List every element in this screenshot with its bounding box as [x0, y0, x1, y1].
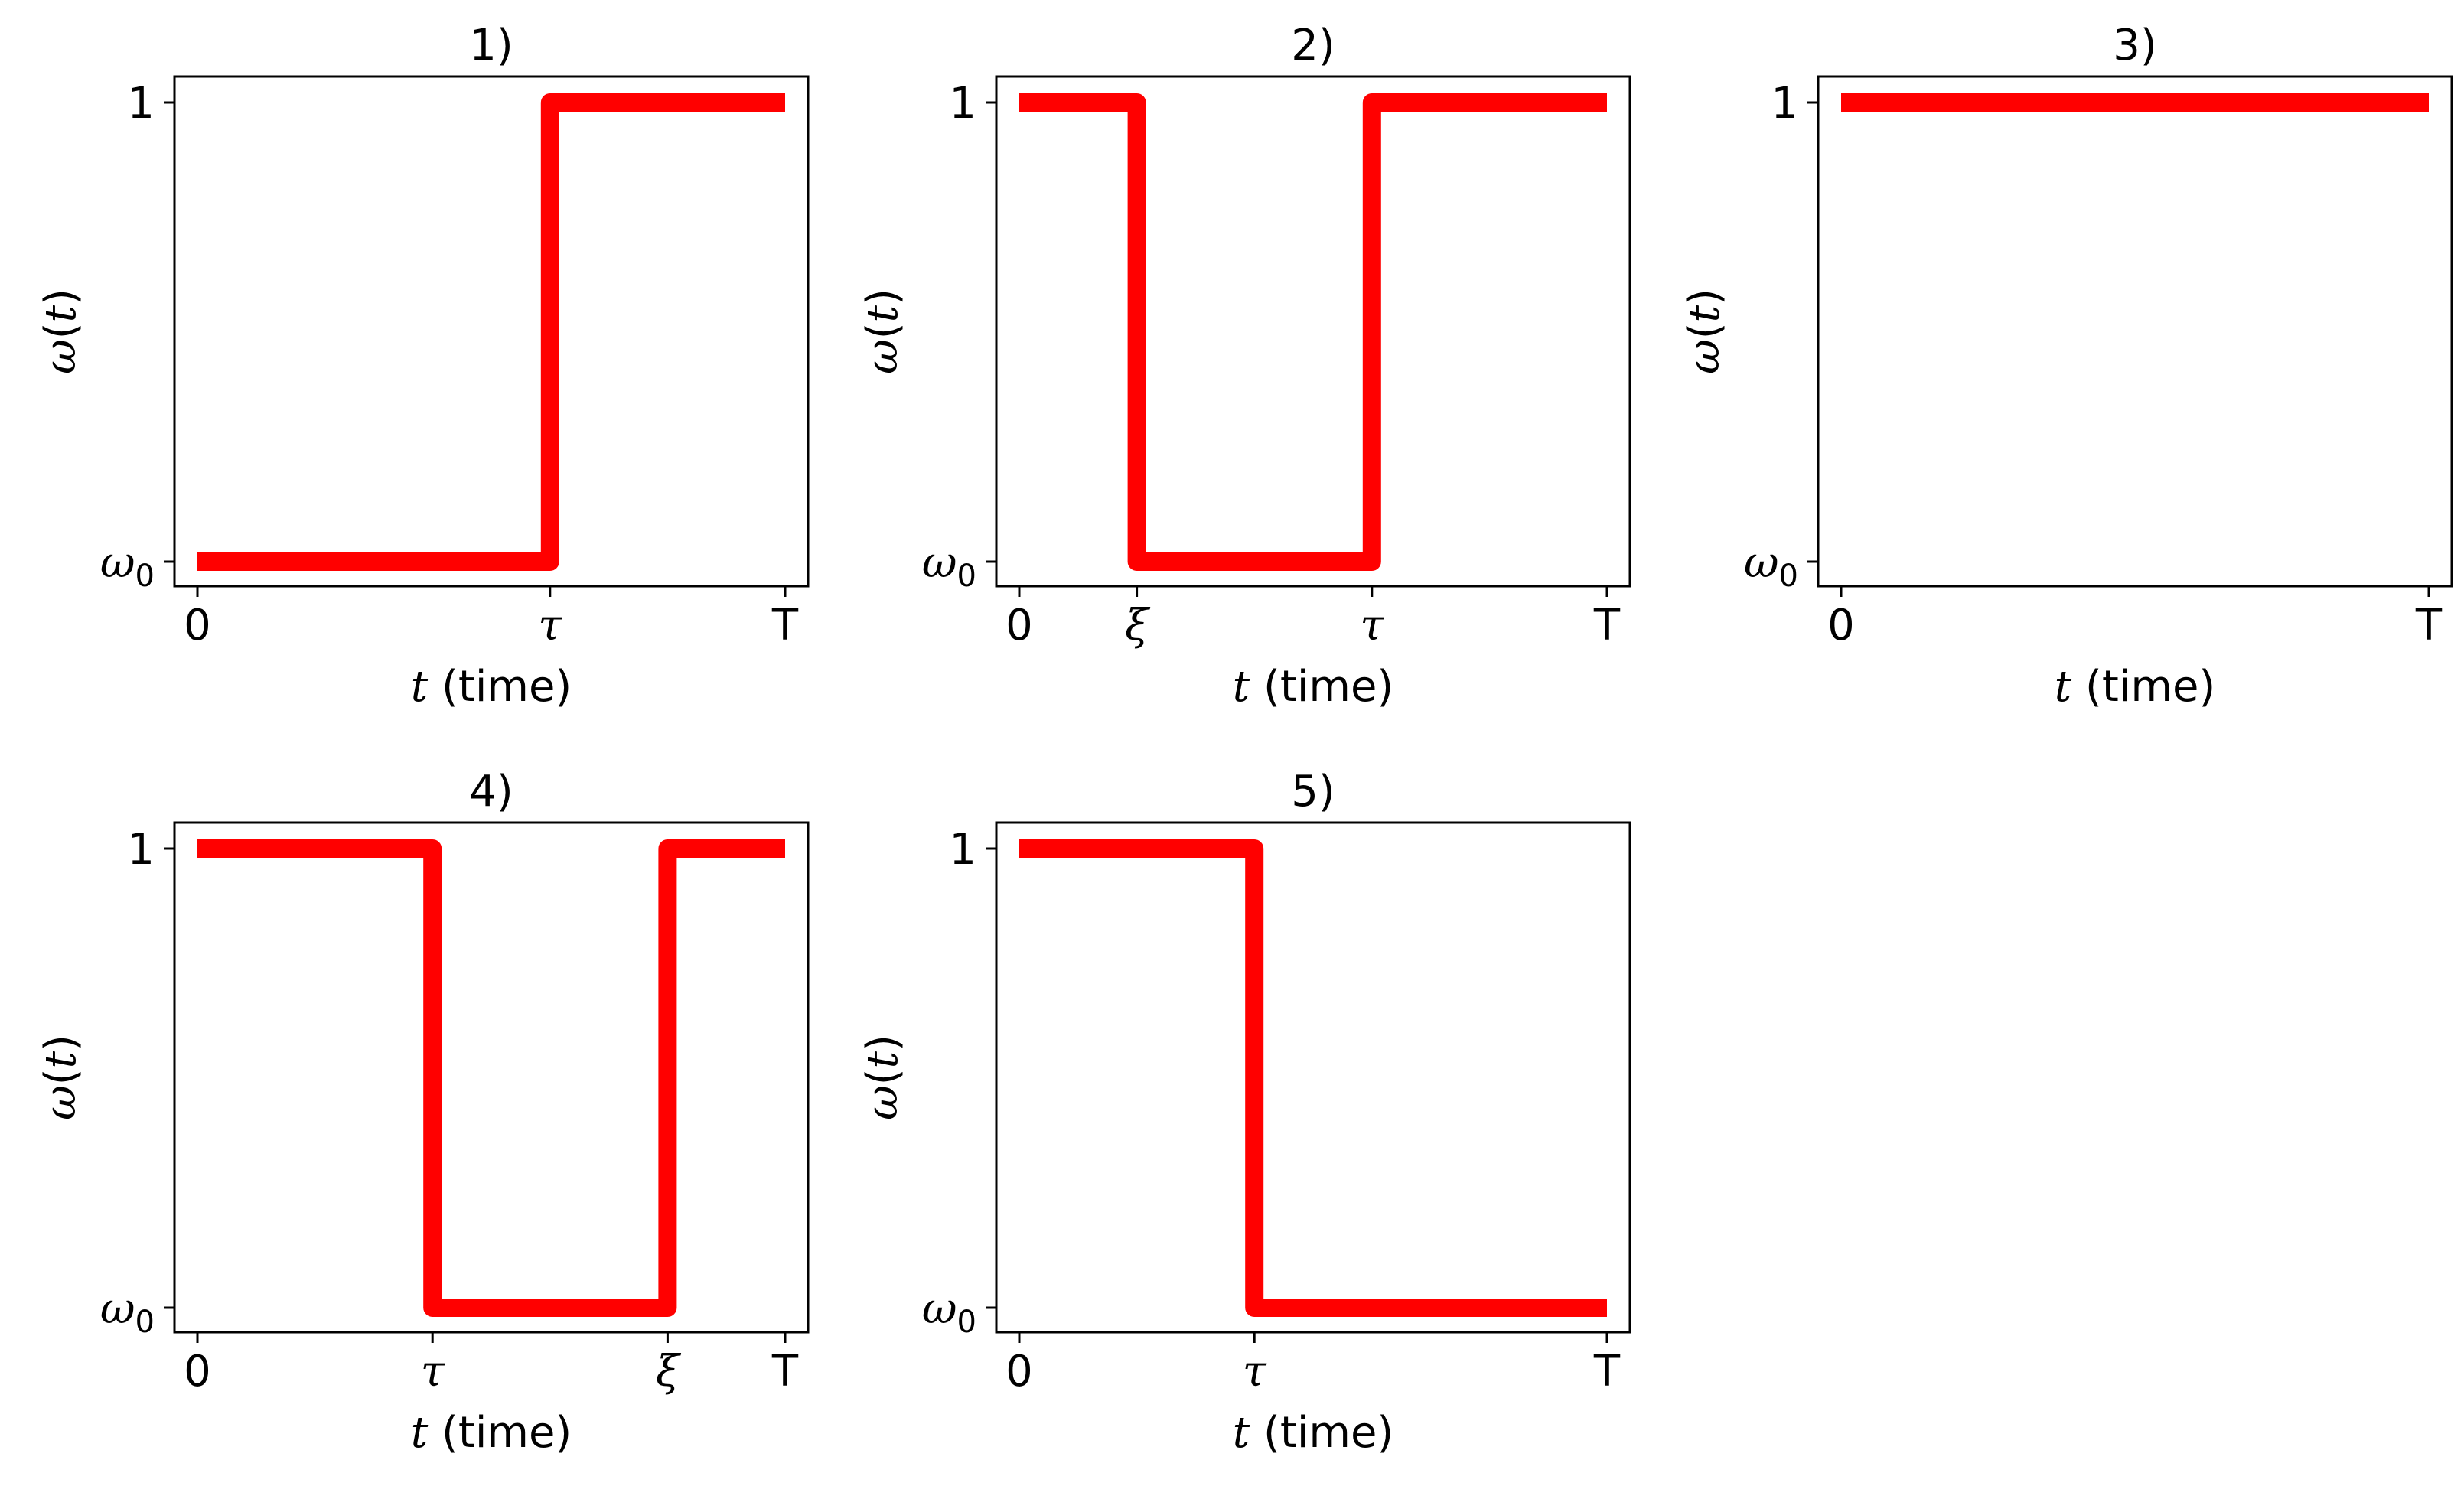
- panel-title: 2): [1291, 21, 1335, 70]
- x-tick-label: τ: [421, 1347, 445, 1396]
- y-tick-label: ω0: [922, 1284, 976, 1340]
- x-tick-label: τ: [1360, 601, 1384, 650]
- plot-frame: [995, 75, 1631, 588]
- series-line: [197, 839, 785, 1317]
- x-tick-label: T: [1593, 601, 1621, 650]
- series-line: [1019, 93, 1607, 571]
- plot-frame: [1817, 75, 2453, 588]
- x-tick-label: T: [771, 1347, 799, 1396]
- y-tick-label: 1: [1771, 79, 1798, 129]
- panel-title: 3): [2113, 21, 2156, 70]
- x-axis-label: t (time): [411, 662, 572, 712]
- x-axis-label: t (time): [1233, 662, 1394, 712]
- x-axis-label: t (time): [411, 1408, 572, 1458]
- plot-frame: [173, 75, 810, 588]
- x-tick-label: ξ: [1125, 601, 1151, 650]
- x-tick-label: T: [2415, 601, 2443, 650]
- y-tick-label: ω0: [100, 538, 155, 594]
- x-axis-label: t (time): [1233, 1408, 1394, 1458]
- y-tick-label: 1: [949, 825, 976, 875]
- y-axis-label: ω(t): [36, 288, 86, 374]
- plot-frame: [995, 821, 1631, 1334]
- panel-title: 5): [1291, 767, 1335, 816]
- panel-5: 5) 0 τ Tω0 1 t (time) ω(t): [858, 767, 1631, 1458]
- y-axis-label: ω(t): [858, 288, 908, 374]
- x-tick-label: τ: [1243, 1347, 1267, 1396]
- y-tick-label: ω0: [100, 1284, 155, 1340]
- y-axis-label: ω(t): [1680, 288, 1729, 374]
- x-tick-label: 0: [1005, 1347, 1033, 1396]
- plot-frame: [173, 821, 810, 1334]
- y-tick-label: ω0: [922, 538, 976, 594]
- series-line: [1019, 839, 1607, 1317]
- y-tick-label: ω0: [1744, 538, 1798, 594]
- panel-3: 3) 0 Tω0 1 t (time) ω(t): [1680, 21, 2453, 712]
- panel-2: 2) 0 ξ τ Tω0 1 t (time) ω(t): [858, 21, 1631, 712]
- x-tick-label: 0: [184, 601, 211, 650]
- x-tick-label: ξ: [656, 1347, 682, 1396]
- y-axis-label: ω(t): [858, 1035, 908, 1120]
- x-axis-label: t (time): [2055, 662, 2216, 712]
- x-tick-label: 0: [1827, 601, 1855, 650]
- y-tick-label: 1: [127, 825, 155, 875]
- panel-1: 1) 0 τ Tω0 1 t (time) ω(t): [36, 21, 810, 712]
- panel-title: 4): [469, 767, 513, 816]
- x-tick-label: 0: [184, 1347, 211, 1396]
- x-tick-label: τ: [538, 601, 562, 650]
- y-axis-label: ω(t): [36, 1035, 86, 1120]
- x-tick-label: T: [1593, 1347, 1621, 1396]
- panel-4: 4) 0 τ ξ Tω0 1 t (time) ω(t): [36, 767, 810, 1458]
- panel-title: 1): [469, 21, 513, 70]
- y-tick-label: 1: [127, 79, 155, 129]
- series-line: [197, 93, 785, 571]
- x-tick-label: 0: [1005, 601, 1033, 650]
- x-tick-label: T: [771, 601, 799, 650]
- y-tick-label: 1: [949, 79, 976, 129]
